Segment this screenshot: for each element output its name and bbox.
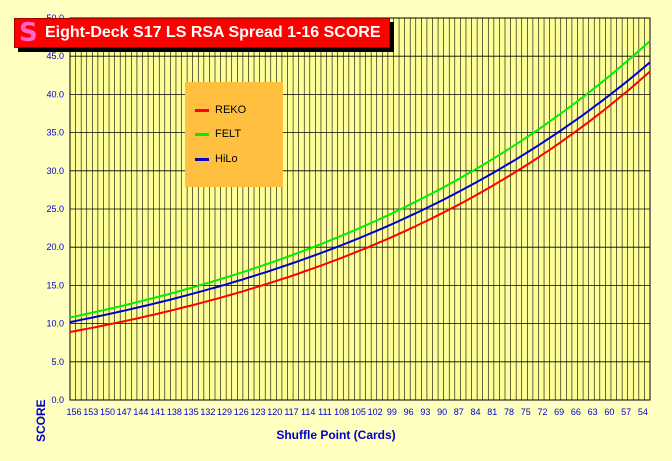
legend-label-reko: REKO (215, 104, 247, 116)
x-tick-label: 147 (117, 407, 132, 417)
x-tick-label: 60 (604, 407, 614, 417)
y-tick-label: 5.0 (51, 357, 64, 367)
x-tick-label: 123 (251, 407, 266, 417)
y-tick-label: 30.0 (46, 166, 64, 176)
x-tick-label: 78 (504, 407, 514, 417)
legend-item-reko: REKO (195, 104, 246, 118)
x-tick-label: 90 (437, 407, 447, 417)
series-line-hilo (69, 61, 651, 324)
series-line-felt (69, 40, 651, 319)
legend-label-hilo: HiLo (215, 153, 238, 165)
series-lines (69, 40, 651, 333)
x-tick-label: 57 (621, 407, 631, 417)
y-tick-label: 35.0 (46, 128, 64, 138)
series-line-reko (69, 70, 651, 333)
legend-swatch-hilo (195, 157, 209, 161)
x-tick-labels: 156 153 150 147 144 141 138 135 132 129 126 123 120 1… (66, 407, 647, 417)
legend-swatch-reko (195, 108, 209, 112)
x-tick-label: 135 (184, 407, 199, 417)
x-tick-label: 75 (521, 407, 531, 417)
x-tick-label: 105 (351, 407, 366, 417)
legend-item-felt: FELT (195, 128, 241, 142)
y-tick-label: 15.0 (46, 280, 64, 290)
y-tick-label: 0.0 (51, 395, 64, 405)
chart-title: Eight-Deck S17 LS RSA Spread 1-16 SCORE (45, 24, 381, 41)
x-tick-label: 102 (368, 407, 383, 417)
x-tick-label: 87 (454, 407, 464, 417)
legend-item-hilo: HiLo (195, 153, 238, 167)
legend: REKO FELT HiLo (185, 82, 283, 187)
x-tick-label: 72 (537, 407, 547, 417)
x-tick-label: 99 (387, 407, 397, 417)
x-tick-label: 129 (217, 407, 232, 417)
y-tick-label: 10.0 (46, 319, 64, 329)
y-tick-label: 25.0 (46, 204, 64, 214)
y-tick-label: 45.0 (46, 51, 64, 61)
x-tick-label: 93 (420, 407, 430, 417)
x-tick-label: 111 (318, 407, 332, 417)
y-tick-label: 40.0 (46, 89, 64, 99)
chart-title-box: S Eight-Deck S17 LS RSA Spread 1-16 SCOR… (14, 18, 390, 48)
x-tick-label: 141 (150, 407, 165, 417)
x-tick-label: 120 (267, 407, 282, 417)
x-tick-label: 81 (487, 407, 497, 417)
x-tick-label: 63 (588, 407, 598, 417)
x-tick-label: 114 (301, 407, 315, 417)
y-tick-label: 20.0 (46, 242, 64, 252)
x-tick-label: 144 (133, 407, 148, 417)
legend-label-felt: FELT (215, 128, 242, 140)
x-tick-label: 132 (200, 407, 215, 417)
x-tick-label: 96 (404, 407, 414, 417)
x-axis-label: Shuffle Point (Cards) (276, 428, 396, 442)
x-tick-label: 150 (100, 407, 115, 417)
x-tick-label: 66 (571, 407, 581, 417)
x-tick-label: 138 (167, 407, 182, 417)
x-tick-label: 126 (234, 407, 249, 417)
y-tick-labels: 0.05.010.015.020.025.030.035.040.045.050… (46, 13, 64, 405)
logo-icon: S (19, 18, 38, 48)
x-tick-label: 108 (334, 407, 349, 417)
x-tick-label: 153 (83, 407, 98, 417)
x-tick-label: 84 (471, 407, 481, 417)
x-tick-label: 69 (554, 407, 564, 417)
x-tick-label: 117 (284, 407, 298, 417)
x-tick-label: 54 (638, 407, 648, 417)
legend-swatch-felt (195, 132, 209, 136)
x-tick-label: 156 (66, 407, 81, 417)
